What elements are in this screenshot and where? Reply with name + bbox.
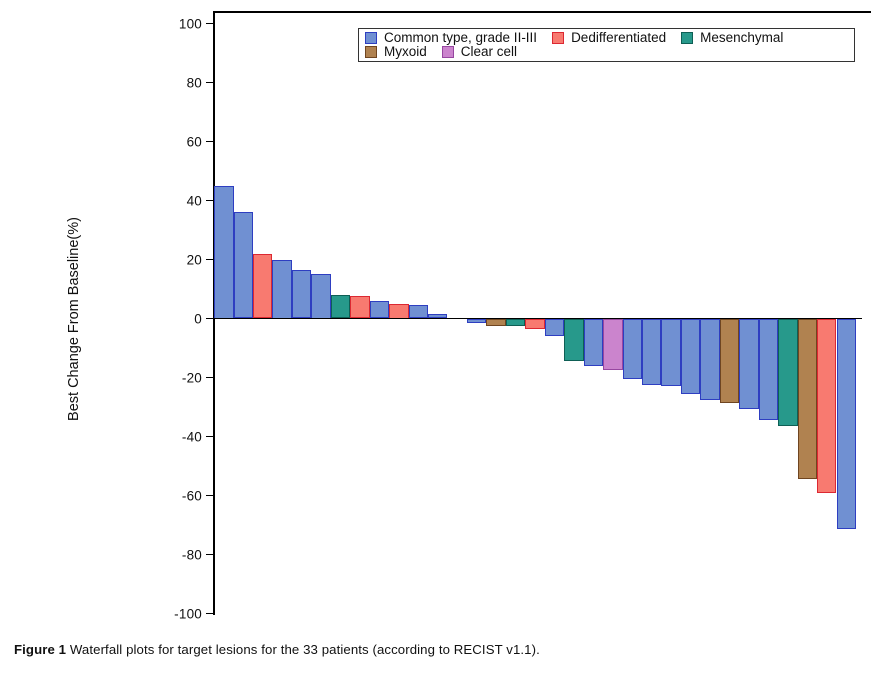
y-tick-mark xyxy=(206,258,213,261)
legend-label-clear: Clear cell xyxy=(460,44,518,59)
y-tick-label: 100 xyxy=(178,16,202,31)
y-tick-mark xyxy=(206,22,213,25)
y-tick-label: 20 xyxy=(186,252,202,267)
bar-patient-17-dediff xyxy=(525,318,545,329)
bar-patient-7-mesen xyxy=(330,294,351,319)
bar-patient-16-mesen xyxy=(505,318,526,326)
bar-patient-24-common xyxy=(661,318,681,387)
top-axis-spine xyxy=(213,11,871,13)
y-tick-label: -80 xyxy=(181,547,202,562)
y-tick-mark xyxy=(206,494,213,497)
y-tick-mark xyxy=(206,140,213,143)
bar-patient-22-common xyxy=(622,318,642,379)
bar-patient-15-myxoid xyxy=(486,318,506,326)
bar-patient-32-dediff xyxy=(817,318,837,493)
y-tick-mark xyxy=(206,553,213,556)
bar-patient-25-common xyxy=(680,318,701,394)
legend-label-mesen: Mesenchymal xyxy=(700,30,784,45)
y-tick-label: 40 xyxy=(186,193,202,208)
bar-patient-18-common xyxy=(544,318,565,337)
legend-item-clear: Clear cell xyxy=(441,44,518,59)
figure-caption-text: Waterfall plots for target lesions for t… xyxy=(66,642,540,657)
legend-swatch-common xyxy=(365,32,377,44)
legend: Common type, grade II-III Dedifferentiate… xyxy=(358,28,855,62)
y-tick-mark xyxy=(206,199,213,202)
y-tick-label: -40 xyxy=(181,429,202,444)
bar-patient-31-myxoid xyxy=(797,318,818,480)
legend-item-myxoid: Myxoid xyxy=(365,45,427,59)
bar-patient-28-common xyxy=(739,318,759,409)
bar-patient-26-common xyxy=(700,318,720,400)
bar-patient-33-common xyxy=(836,318,856,530)
y-tick-mark xyxy=(206,81,213,84)
y-tick-mark xyxy=(206,317,213,320)
legend-item-mesen: Mesenchymal xyxy=(681,31,783,45)
figure-caption: Figure 1 Waterfall plots for target lesi… xyxy=(14,642,874,657)
y-tick-label: 60 xyxy=(186,134,202,149)
bar-patient-11-common xyxy=(408,305,429,319)
bar-patient-19-mesen xyxy=(564,318,584,362)
bar-patient-30-mesen xyxy=(778,318,798,427)
y-tick-mark xyxy=(206,435,213,438)
y-axis-line xyxy=(213,11,215,615)
zero-baseline xyxy=(213,317,862,320)
legend-label-common: Common type, grade II-III xyxy=(384,30,538,45)
bar-patient-21-clear xyxy=(603,318,623,371)
legend-swatch-myxoid xyxy=(365,46,377,58)
bar-patient-2-common xyxy=(233,212,253,319)
y-tick-label: -60 xyxy=(181,488,202,503)
y-tick-label: 0 xyxy=(194,311,202,326)
y-axis-title: Best Change From Baseline(%) xyxy=(66,217,82,421)
bar-patient-29-common xyxy=(758,318,779,421)
bar-patient-3-dediff xyxy=(253,253,273,319)
bar-patient-20-common xyxy=(583,318,604,366)
bar-patient-4-common xyxy=(272,259,292,319)
y-tick-mark xyxy=(206,612,213,615)
bar-patient-10-dediff xyxy=(389,303,409,319)
legend-item-dediff: Dedifferentiated xyxy=(552,31,666,45)
bar-patient-5-common xyxy=(291,269,312,319)
legend-item-common: Common type, grade II-III xyxy=(365,31,537,45)
bar-patient-9-common xyxy=(369,300,390,319)
bar-patient-23-common xyxy=(642,318,662,385)
y-tick-label: -100 xyxy=(174,606,202,621)
y-tick-mark xyxy=(206,376,213,379)
y-tick-label: 80 xyxy=(186,75,202,90)
bar-patient-1-common xyxy=(214,185,234,319)
bar-patient-8-dediff xyxy=(350,296,370,319)
legend-label-myxoid: Myxoid xyxy=(384,44,427,59)
bar-patient-27-myxoid xyxy=(719,318,740,403)
y-tick-label: -20 xyxy=(181,370,202,385)
legend-swatch-mesen xyxy=(681,32,694,44)
legend-swatch-clear xyxy=(441,46,454,58)
legend-swatch-dediff xyxy=(552,32,565,44)
legend-label-dediff: Dedifferentiated xyxy=(571,30,667,45)
bar-patient-6-common xyxy=(311,274,331,319)
figure-caption-label: Figure 1 xyxy=(14,642,67,657)
